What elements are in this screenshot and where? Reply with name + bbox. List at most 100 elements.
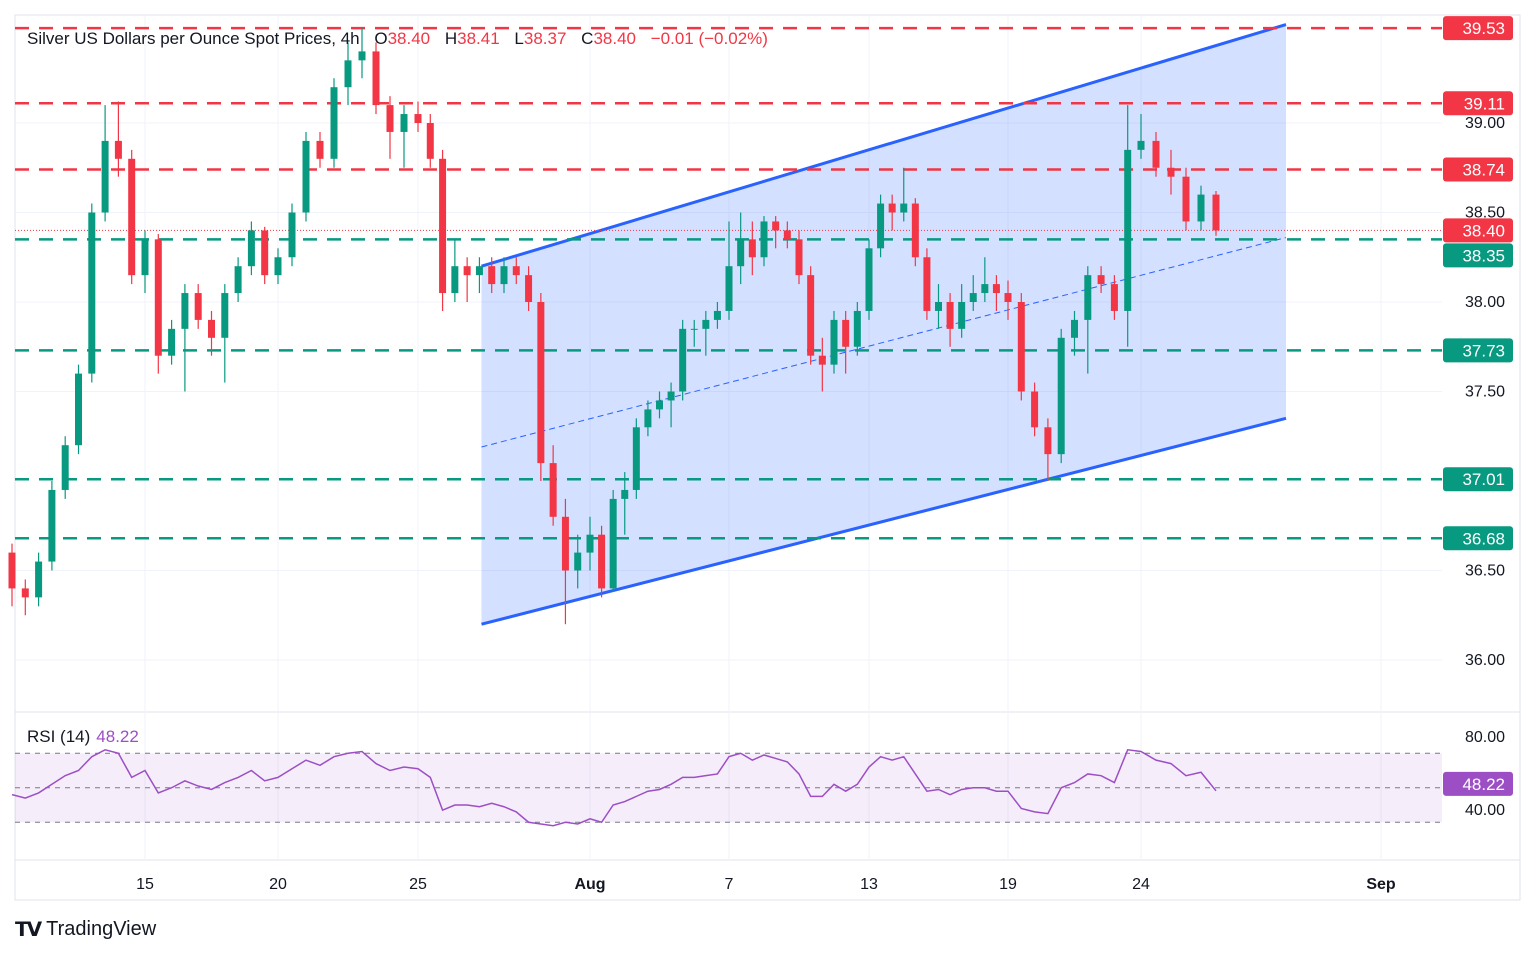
support-level-label: 36.68	[1462, 529, 1505, 548]
candle-body	[386, 105, 394, 132]
candle-body	[877, 203, 885, 249]
candle-body	[958, 302, 966, 329]
candle-body	[1084, 275, 1092, 320]
symbol-legend: Silver US Dollars per Ounce Spot Prices,…	[27, 29, 768, 48]
time-tick-label: 24	[1132, 876, 1150, 893]
open-value: 38.40	[387, 29, 431, 48]
candle-body	[621, 489, 629, 499]
support-level-label: 38.35	[1462, 246, 1505, 265]
candle-body	[549, 463, 557, 517]
support-level-label: 37.01	[1462, 470, 1505, 489]
candle-body	[1004, 293, 1012, 302]
resistance-level-badge	[1443, 16, 1513, 41]
candle-body	[1182, 176, 1190, 222]
candle-body	[330, 87, 338, 159]
candle-body	[247, 230, 255, 267]
resistance-level-badge	[1443, 157, 1513, 182]
candle-body	[574, 552, 582, 571]
rsi-tick-label: 40.00	[1465, 802, 1505, 819]
candle-body	[8, 552, 16, 589]
candle-body	[644, 409, 652, 428]
candle-body	[463, 266, 471, 276]
brand-name: TradingView	[46, 918, 157, 940]
candle-body	[316, 140, 324, 159]
resistance-level-label: 39.53	[1462, 19, 1505, 38]
candle-body	[900, 203, 908, 213]
candle-body	[261, 230, 269, 276]
candle-body	[88, 212, 96, 374]
rsi-tick-label: 80.00	[1465, 729, 1505, 746]
candle-body	[1097, 275, 1105, 285]
candle-body	[358, 51, 366, 61]
candle-body	[818, 355, 826, 365]
resistance-level-label: 38.74	[1462, 161, 1505, 180]
tradingview-logo[interactable]: 𝗧𝗩 TradingView	[15, 917, 156, 942]
candle-body	[35, 561, 43, 598]
candle-body	[935, 302, 942, 311]
candle-body	[525, 275, 533, 302]
candle-body	[1167, 167, 1175, 177]
current-price-badge	[1443, 218, 1513, 243]
candle-body	[101, 140, 109, 213]
candles	[8, 28, 1220, 625]
candle-body	[1152, 140, 1160, 168]
candle-body	[274, 257, 282, 276]
support-level-badge	[1443, 526, 1513, 551]
candle-body	[748, 239, 756, 258]
candle-body	[969, 293, 977, 302]
candle-body	[48, 489, 56, 562]
candle-body	[632, 427, 640, 490]
candle-body	[656, 400, 663, 410]
interval[interactable]: 4h	[340, 29, 360, 48]
candle-body	[713, 310, 721, 320]
candle-body	[992, 284, 1000, 294]
support-level-label: 37.73	[1462, 341, 1505, 360]
candle-body	[181, 293, 189, 329]
candle-body	[1212, 194, 1220, 231]
time-tick-label: 7	[725, 876, 734, 893]
open-label: O	[374, 29, 388, 48]
candle-body	[760, 221, 768, 258]
rsi-value: 48.22	[96, 727, 139, 746]
candle-body	[439, 158, 447, 294]
candle-body	[865, 248, 873, 311]
candle-body	[853, 310, 861, 347]
rsi-current-label: 48.22	[1462, 775, 1505, 794]
candle-body	[194, 293, 202, 320]
price-tick-label: 36.50	[1465, 563, 1505, 580]
resistance-level-badge	[1443, 91, 1513, 116]
candle-body	[1197, 194, 1205, 222]
time-tick-label: Aug	[574, 876, 605, 893]
candle-body	[114, 140, 122, 159]
candle-body	[475, 266, 483, 276]
candle-body	[154, 239, 162, 356]
time-tick-label: 20	[269, 876, 287, 893]
rsi-label[interactable]: RSI (14)	[27, 727, 91, 746]
channel-lower-line	[481, 416, 1287, 626]
support-level-badge	[1443, 243, 1513, 268]
candle-body	[690, 328, 698, 330]
low-label: L	[514, 29, 524, 48]
chart-frame	[14, 14, 1521, 901]
candle-body	[1044, 427, 1052, 455]
candle-body	[372, 51, 380, 106]
channel-fill	[481, 24, 1286, 625]
candle-body	[21, 588, 29, 598]
candle-body	[1124, 149, 1132, 311]
candle-body	[500, 266, 508, 285]
candle-body	[923, 257, 931, 311]
resistance-level-label: 39.11	[1464, 94, 1505, 113]
low-value: 38.37	[523, 29, 567, 48]
channel-upper-line	[481, 23, 1287, 268]
candle-body	[288, 212, 296, 258]
candle-body	[208, 319, 215, 338]
candle-body	[807, 275, 815, 356]
tradingview-logo-icon: 𝗧𝗩	[15, 919, 42, 941]
symbol-name[interactable]: Silver US Dollars per Ounce Spot Prices	[27, 29, 332, 48]
time-tick-label: Sep	[1366, 876, 1396, 893]
candle-body	[888, 203, 896, 213]
price-tick-label: 38.50	[1465, 205, 1505, 222]
candle-body	[512, 266, 520, 276]
candle-body	[141, 239, 149, 276]
